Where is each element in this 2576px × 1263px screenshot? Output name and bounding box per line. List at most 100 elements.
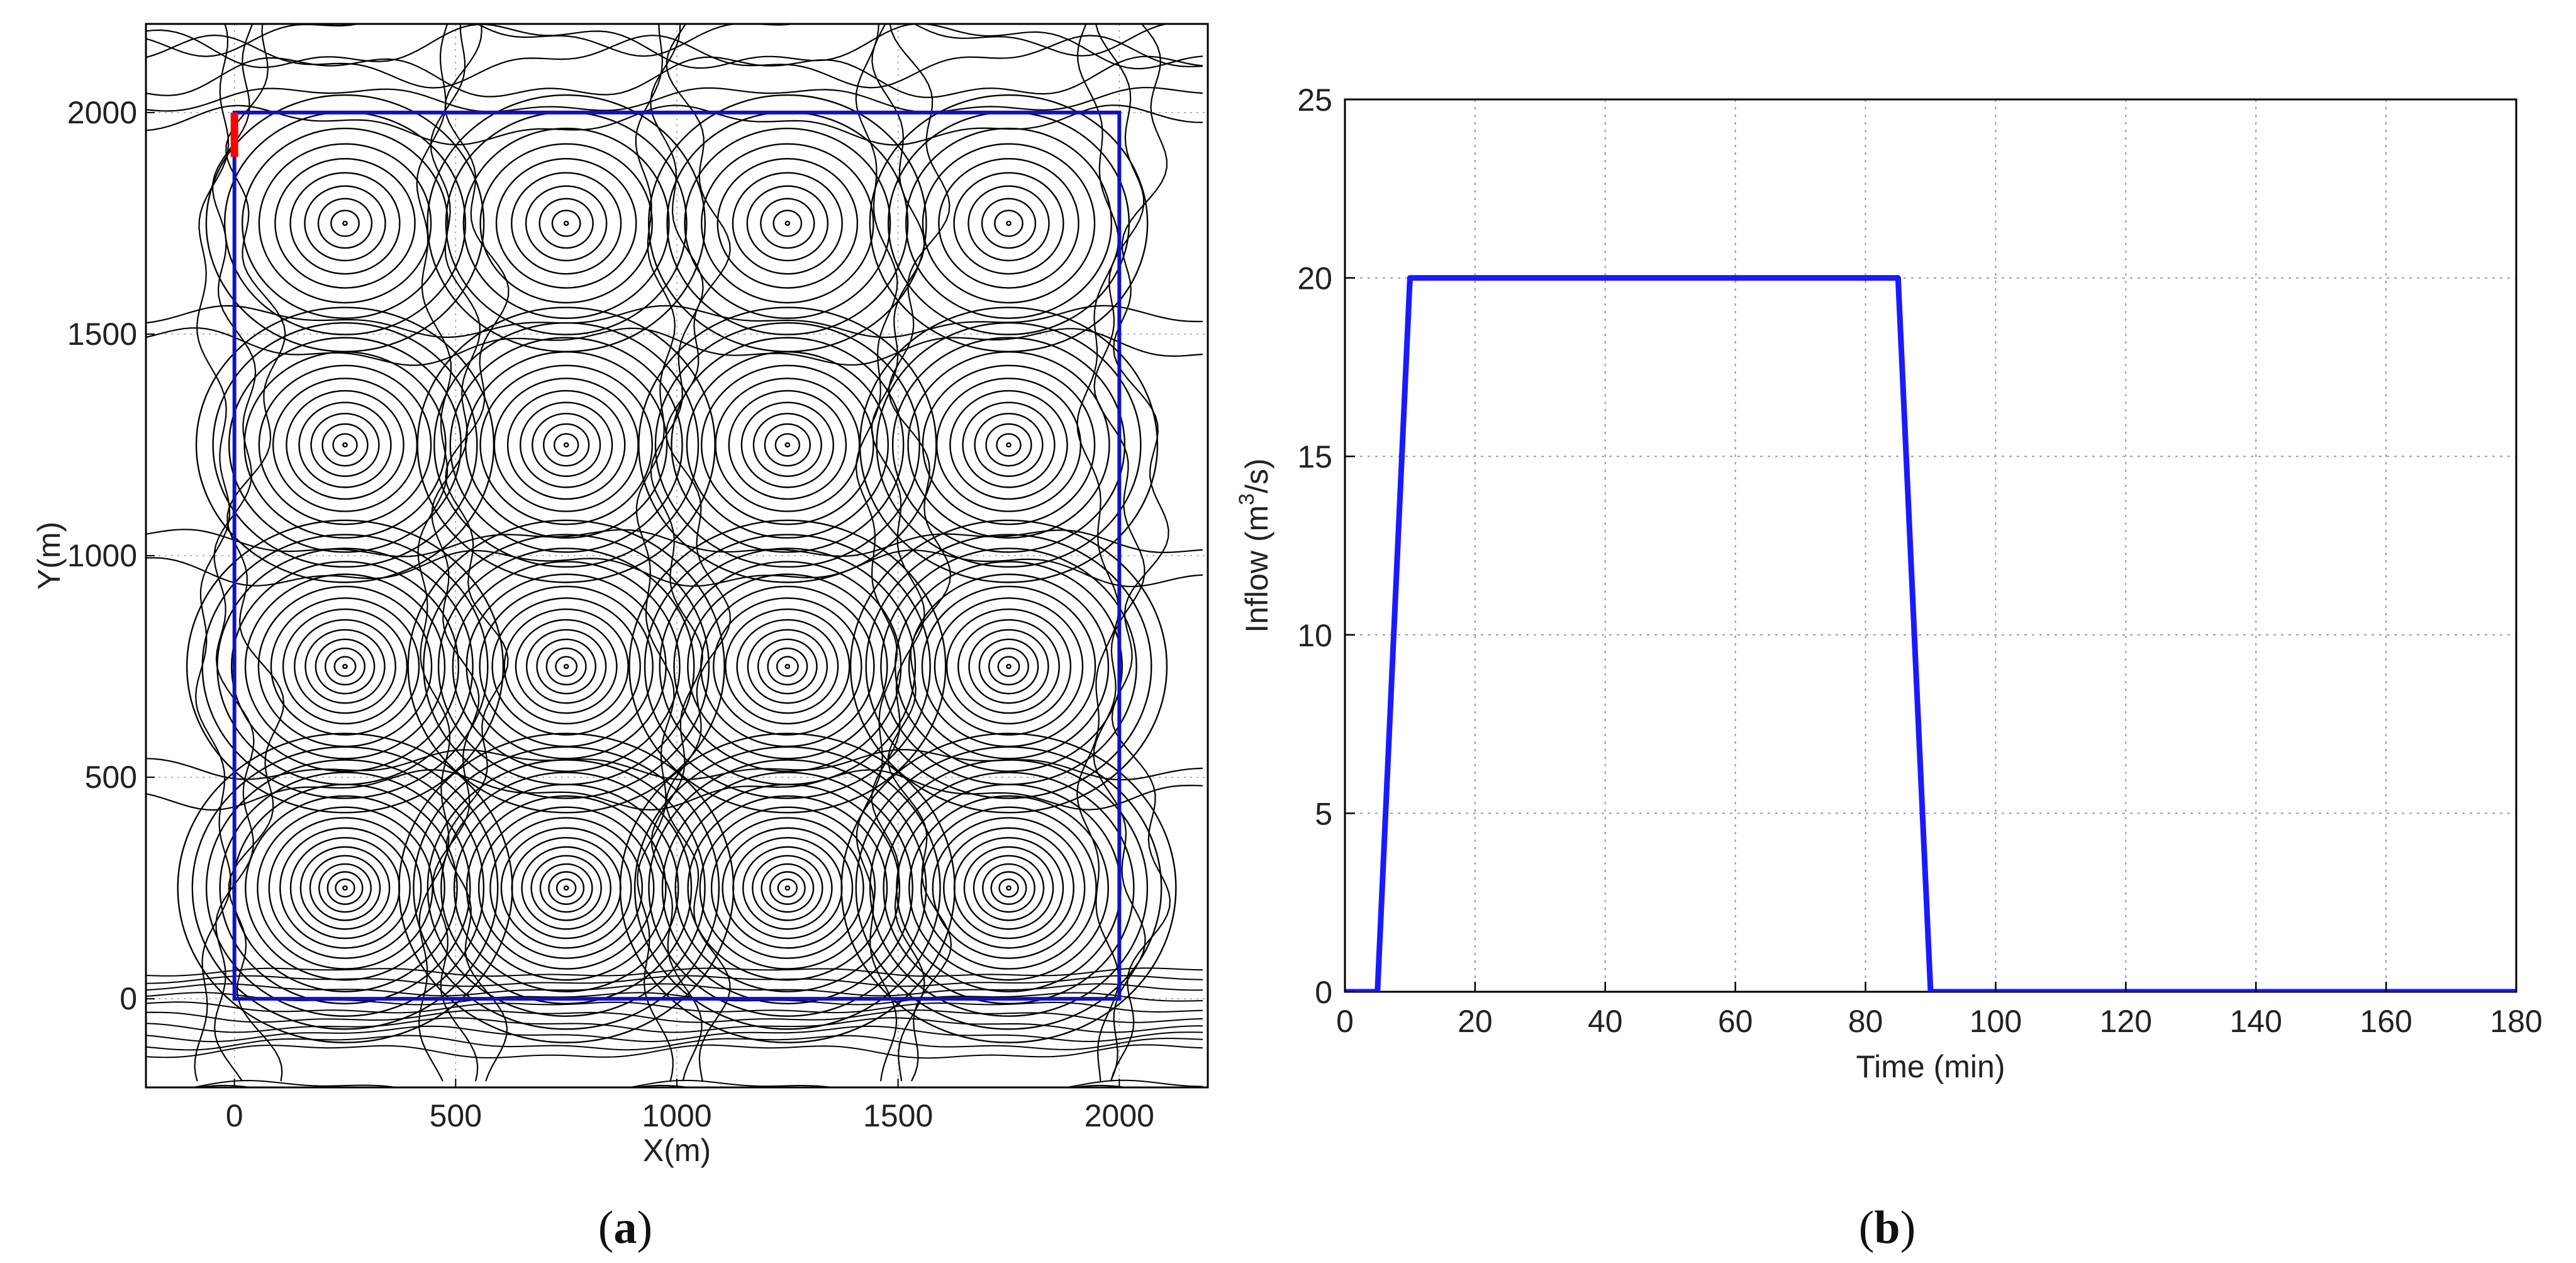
contour-ring [865, 534, 1152, 799]
y-tick-label: 0 [1315, 975, 1332, 1010]
contour-line [146, 967, 1203, 977]
contour-ring [270, 597, 420, 736]
contour-ring [440, 772, 693, 1005]
contour-ring [982, 863, 1035, 913]
caption-a-letter: a [614, 1202, 637, 1254]
depression-contours [177, 733, 513, 1043]
contour-ring [299, 846, 391, 930]
contour-ring [962, 401, 1056, 488]
contour-ring [503, 608, 629, 725]
contour-ring [628, 519, 947, 814]
contour-ring [335, 878, 355, 898]
contour-ring [304, 185, 386, 262]
contour-ring [257, 806, 433, 970]
contour-ring [725, 608, 850, 725]
x-tick-label: 80 [1848, 1004, 1883, 1039]
contour-ring [760, 198, 815, 249]
y-axis-label-superscript: 3 [1235, 493, 1259, 505]
depression-contours [628, 519, 947, 814]
contour-ring [746, 185, 829, 262]
contour-ring [1006, 885, 1012, 891]
x-tick-label: 20 [1458, 1004, 1493, 1039]
hydrograph-grid [1344, 99, 2517, 992]
contour-ring [776, 656, 799, 677]
contour-ring [784, 442, 791, 448]
y-tick-label: 15 [1297, 439, 1332, 474]
x-tick-label: 0 [1336, 1004, 1354, 1039]
contour-ring [953, 172, 1064, 275]
contour-ring [981, 198, 1037, 249]
contour-ring [908, 573, 1110, 760]
contour-line [146, 1182, 1203, 1211]
contour-line [146, 1187, 1203, 1218]
contour-ring [495, 158, 637, 289]
x-tick-label: 1500 [863, 1098, 933, 1133]
contour-ring [687, 573, 888, 760]
x-tick-label: 40 [1588, 1004, 1623, 1039]
contour-line [665, 24, 731, 1082]
contour-ring [309, 855, 381, 921]
contour-line [146, 1193, 1203, 1223]
y-tick-label: 5 [1315, 796, 1332, 831]
contour-ring [777, 878, 798, 898]
contour-ring [212, 322, 478, 568]
contour-line [650, 24, 704, 1082]
y-tick-label: 500 [85, 760, 137, 795]
contour-ring [342, 885, 348, 891]
contour-ring [321, 423, 369, 467]
contour-ring [953, 836, 1064, 940]
depression-contours [398, 733, 735, 1043]
contour-ring [515, 619, 618, 714]
contour-ring [764, 423, 811, 467]
depression-contours [638, 306, 937, 583]
contour-line [146, 1172, 1203, 1197]
contour-ring [525, 629, 607, 704]
contour-ring [732, 172, 843, 275]
contour-line [146, 87, 1203, 113]
y-tick-label: 10 [1297, 618, 1332, 653]
contour-line [146, 983, 1203, 997]
contour-line [146, 55, 1203, 98]
contour-ring [551, 210, 581, 237]
contour-ring [687, 795, 888, 981]
contour-line [146, 104, 1203, 146]
contour-ring [671, 337, 905, 553]
contour-ring [563, 442, 569, 448]
contour-line [444, 24, 510, 1082]
contour-ring [521, 846, 611, 930]
contour-ring [519, 401, 613, 488]
contour-line [146, 1201, 1203, 1227]
y-tick-label: 1500 [67, 317, 137, 352]
contour-ring [452, 561, 681, 772]
contour-ring [489, 817, 644, 959]
contour-line [146, 529, 1203, 558]
contour-ring [462, 127, 670, 319]
contour-line [146, 305, 1203, 339]
inflow-hydrograph-panel: 0 20 40 60 80 100 120 140 160 180 0 5 10 15 20 25 Time … [1235, 82, 2543, 1254]
contour-ring [304, 629, 386, 704]
contour-ring [684, 127, 891, 319]
contour-ring [258, 143, 432, 304]
contour-line [430, 24, 481, 1082]
contour-line [146, 1206, 1203, 1235]
contour-ring [332, 433, 358, 457]
contour-ring [932, 817, 1086, 959]
contour-ring [978, 638, 1039, 695]
contour-ring [699, 806, 876, 970]
contour-ring [530, 855, 602, 921]
contour-ring [973, 855, 1045, 921]
contour-ring [258, 364, 432, 525]
x-tick-label: 1000 [642, 1098, 711, 1133]
contour-ring [883, 772, 1135, 1005]
contour-line [146, 1009, 1203, 1023]
contour-ring [315, 638, 376, 695]
depression-contours [648, 94, 927, 352]
contour-ring [908, 795, 1109, 981]
x-tick-label: 160 [2360, 1004, 2412, 1039]
contour-ring [935, 378, 1082, 512]
contour-line [887, 24, 952, 1082]
contour-ring [922, 364, 1096, 525]
y-tick-label: 20 [1297, 261, 1332, 296]
contour-line [146, 1044, 1203, 1059]
contour-ring [784, 220, 791, 226]
